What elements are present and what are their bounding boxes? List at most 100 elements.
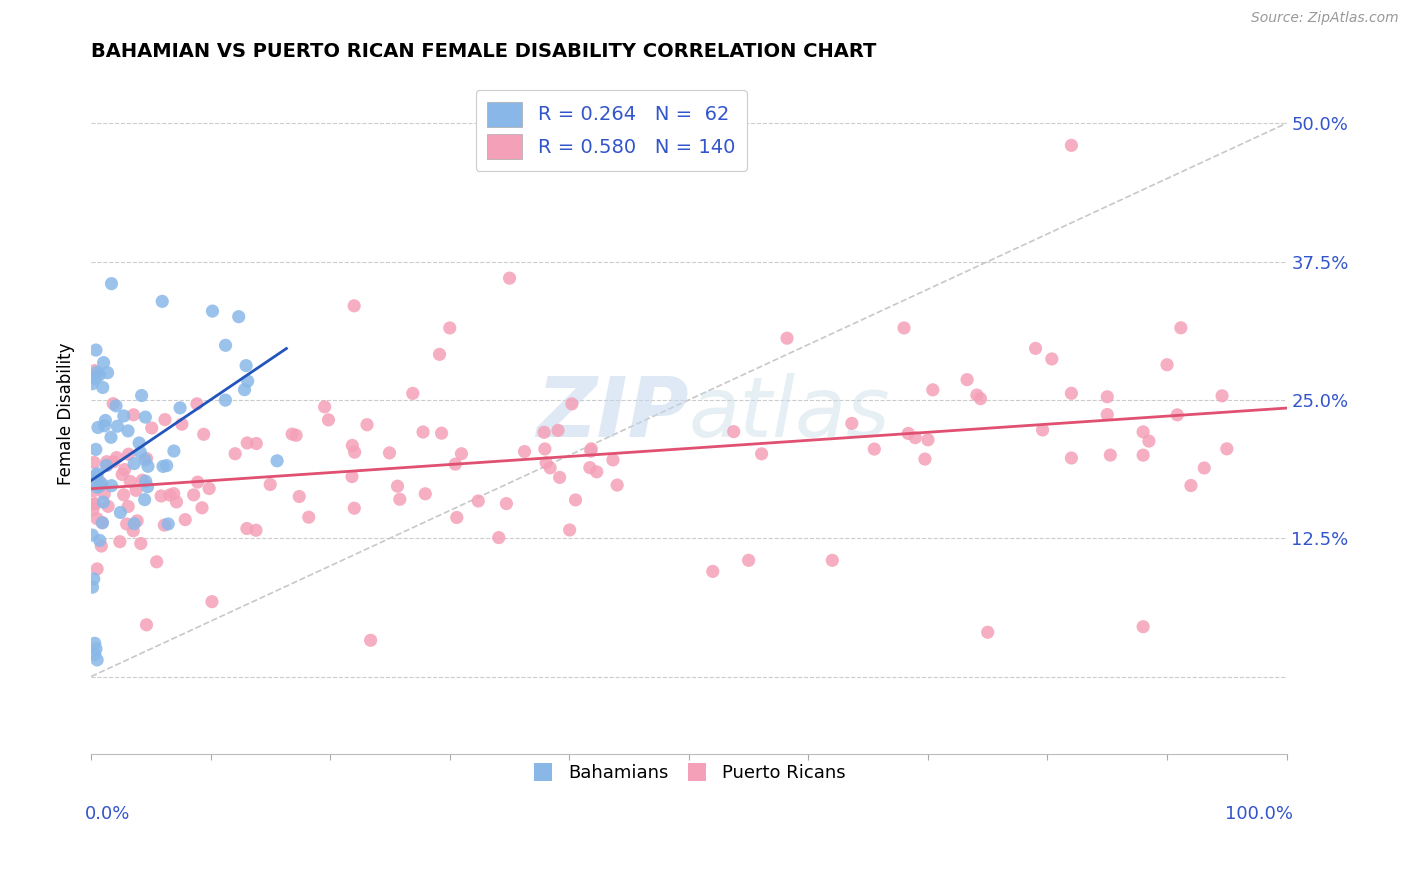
Point <box>84 475 107 489</box>
Point <box>548 470 571 484</box>
Point <box>91 516 114 530</box>
Point <box>1132 425 1154 439</box>
Point <box>585 465 607 479</box>
Point <box>108 534 131 549</box>
Point <box>125 483 148 498</box>
Point <box>86 653 108 667</box>
Point <box>131 388 153 402</box>
Point <box>91 516 114 530</box>
Point <box>439 321 461 335</box>
Point <box>841 417 863 431</box>
Point <box>105 399 128 413</box>
Point <box>488 531 510 545</box>
Point <box>96 458 118 473</box>
Point <box>1156 358 1178 372</box>
Point <box>169 401 191 415</box>
Point <box>201 595 224 609</box>
Point <box>83 636 105 650</box>
Point <box>135 451 157 466</box>
Point <box>91 495 114 509</box>
Point <box>450 447 472 461</box>
Point <box>114 462 136 476</box>
Point <box>170 417 193 432</box>
Point <box>1180 478 1202 492</box>
Point <box>84 641 107 656</box>
Point <box>388 492 411 507</box>
Point <box>84 497 107 511</box>
Point <box>86 467 108 481</box>
Point <box>198 482 221 496</box>
Point <box>281 427 304 442</box>
Point <box>413 487 436 501</box>
Point <box>83 455 105 469</box>
Point <box>84 343 107 357</box>
Point <box>91 477 114 491</box>
Point <box>84 371 107 385</box>
Point <box>201 304 224 318</box>
Text: Source: ZipAtlas.com: Source: ZipAtlas.com <box>1251 11 1399 25</box>
Point <box>547 423 569 437</box>
Point <box>1192 461 1215 475</box>
Point <box>914 452 936 467</box>
Point <box>83 648 105 662</box>
Point <box>122 516 145 531</box>
Point <box>86 468 108 483</box>
Point <box>141 421 163 435</box>
Point <box>737 553 759 567</box>
Point <box>82 483 104 498</box>
Point <box>821 553 844 567</box>
Point <box>356 417 378 432</box>
Point <box>956 373 979 387</box>
Point <box>100 478 122 492</box>
Point <box>93 418 115 433</box>
Point <box>917 433 939 447</box>
Point <box>183 488 205 502</box>
Text: 0.0%: 0.0% <box>86 805 131 823</box>
Point <box>100 430 122 444</box>
Point <box>153 518 176 533</box>
Point <box>1032 423 1054 437</box>
Point <box>83 572 105 586</box>
Point <box>97 366 120 380</box>
Point <box>966 388 988 402</box>
Point <box>343 445 366 459</box>
Text: atlas: atlas <box>689 373 890 454</box>
Point <box>83 364 105 378</box>
Point <box>444 457 467 471</box>
Point <box>579 460 602 475</box>
Point <box>342 438 364 452</box>
Point <box>1025 342 1047 356</box>
Point <box>288 490 311 504</box>
Point <box>103 455 125 469</box>
Point <box>96 458 118 473</box>
Point <box>163 444 186 458</box>
Legend: Bahamians, Puerto Ricans: Bahamians, Puerto Ricans <box>524 756 853 789</box>
Point <box>1099 448 1122 462</box>
Point <box>117 447 139 461</box>
Point <box>166 495 188 509</box>
Point <box>117 500 139 514</box>
Text: BAHAMIAN VS PUERTO RICAN FEMALE DISABILITY CORRELATION CHART: BAHAMIAN VS PUERTO RICAN FEMALE DISABILI… <box>91 42 876 61</box>
Point <box>82 502 104 516</box>
Point <box>150 294 173 309</box>
Point <box>136 480 159 494</box>
Point <box>115 516 138 531</box>
Point <box>193 427 215 442</box>
Point <box>135 617 157 632</box>
Point <box>558 523 581 537</box>
Point <box>245 523 267 537</box>
Point <box>897 426 920 441</box>
Point <box>122 524 145 538</box>
Point <box>89 533 111 548</box>
Point <box>157 516 180 531</box>
Point <box>96 455 118 469</box>
Point <box>112 488 135 502</box>
Point <box>82 497 104 511</box>
Point <box>314 400 336 414</box>
Point <box>134 410 156 425</box>
Point <box>579 444 602 458</box>
Point <box>387 479 409 493</box>
Point <box>776 331 799 345</box>
Point <box>111 467 134 482</box>
Point <box>156 458 179 473</box>
